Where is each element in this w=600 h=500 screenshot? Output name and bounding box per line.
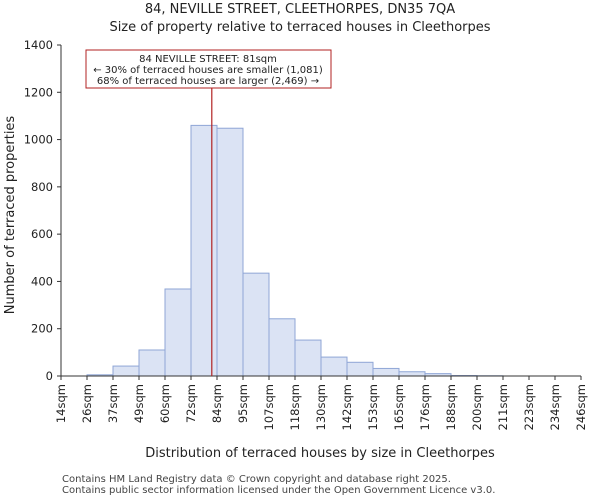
bar-60sqm bbox=[164, 288, 192, 377]
x-tick-label: 37sqm bbox=[106, 384, 120, 423]
bar-142sqm bbox=[346, 361, 374, 377]
chart-subtitle: Size of property relative to terraced ho… bbox=[109, 20, 490, 35]
bar-165sqm bbox=[398, 371, 426, 377]
footer-line-2: Contains public sector information licen… bbox=[62, 485, 496, 496]
bar-37sqm bbox=[112, 365, 140, 377]
x-tick-label: 176sqm bbox=[418, 384, 432, 430]
y-tick-label: 1000 bbox=[24, 133, 53, 147]
x-tick-label: 223sqm bbox=[522, 384, 536, 430]
y-tick-label: 1200 bbox=[24, 85, 53, 99]
bars-group bbox=[86, 124, 504, 377]
x-tick-label: 107sqm bbox=[262, 384, 276, 430]
bar-49sqm bbox=[138, 349, 166, 377]
bar-153sqm bbox=[372, 367, 400, 377]
chart-title: 84, NEVILLE STREET, CLEETHORPES, DN35 7Q… bbox=[145, 2, 455, 17]
bar-130sqm bbox=[320, 356, 348, 377]
x-tick-label: 14sqm bbox=[54, 384, 68, 423]
annotation-line-3: 68% of terraced houses are larger (2,469… bbox=[97, 76, 319, 87]
bar-84sqm bbox=[216, 127, 244, 377]
annotation-line-2: ← 30% of terraced houses are smaller (1,… bbox=[93, 65, 323, 76]
annotation-line-1: 84 NEVILLE STREET: 81sqm bbox=[139, 54, 277, 65]
y-tick-label: 600 bbox=[31, 227, 53, 241]
x-tick-label: 130sqm bbox=[314, 384, 328, 430]
x-tick-label: 200sqm bbox=[470, 384, 484, 430]
bar-107sqm bbox=[268, 318, 296, 377]
x-axis-label: Distribution of terraced houses by size … bbox=[145, 446, 495, 461]
y-tick-label: 800 bbox=[31, 180, 53, 194]
y-axis-label: Number of terraced properties bbox=[3, 116, 18, 315]
y-tick-label: 0 bbox=[46, 369, 53, 383]
x-tick-label: 188sqm bbox=[444, 384, 458, 430]
x-tick-label: 84sqm bbox=[210, 384, 224, 423]
x-tick-label: 26sqm bbox=[80, 384, 94, 423]
y-tick-label: 400 bbox=[31, 274, 53, 288]
x-tick-label: 211sqm bbox=[496, 384, 510, 430]
x-tick-label: 95sqm bbox=[236, 384, 250, 423]
x-tick-label: 60sqm bbox=[158, 384, 172, 423]
y-tick-label: 200 bbox=[31, 322, 53, 336]
x-tick-label: 153sqm bbox=[366, 384, 380, 430]
x-tick-label: 118sqm bbox=[288, 384, 302, 430]
y-ticks-group: 0 200 400 600 800 1000 1200 1400 bbox=[24, 38, 61, 383]
x-tick-label: 165sqm bbox=[392, 384, 406, 430]
x-tick-label: 234sqm bbox=[548, 384, 562, 430]
y-tick-label: 1400 bbox=[24, 38, 53, 52]
x-ticks-group: 14sqm 26sqm 37sqm 49sqm 60sqm 72sqm 84sqm 95sqm… bbox=[54, 376, 588, 430]
bar-95sqm bbox=[242, 272, 270, 377]
annotation-box bbox=[85, 49, 332, 89]
x-tick-label: 72sqm bbox=[184, 384, 198, 423]
footer-line-1: Contains HM Land Registry data © Crown c… bbox=[62, 474, 451, 485]
x-tick-label: 246sqm bbox=[574, 384, 588, 430]
x-tick-label: 49sqm bbox=[132, 384, 146, 423]
x-tick-label: 142sqm bbox=[340, 384, 354, 430]
bar-72sqm bbox=[190, 124, 218, 377]
bar-118sqm bbox=[294, 339, 322, 377]
axes-group bbox=[60, 45, 581, 377]
